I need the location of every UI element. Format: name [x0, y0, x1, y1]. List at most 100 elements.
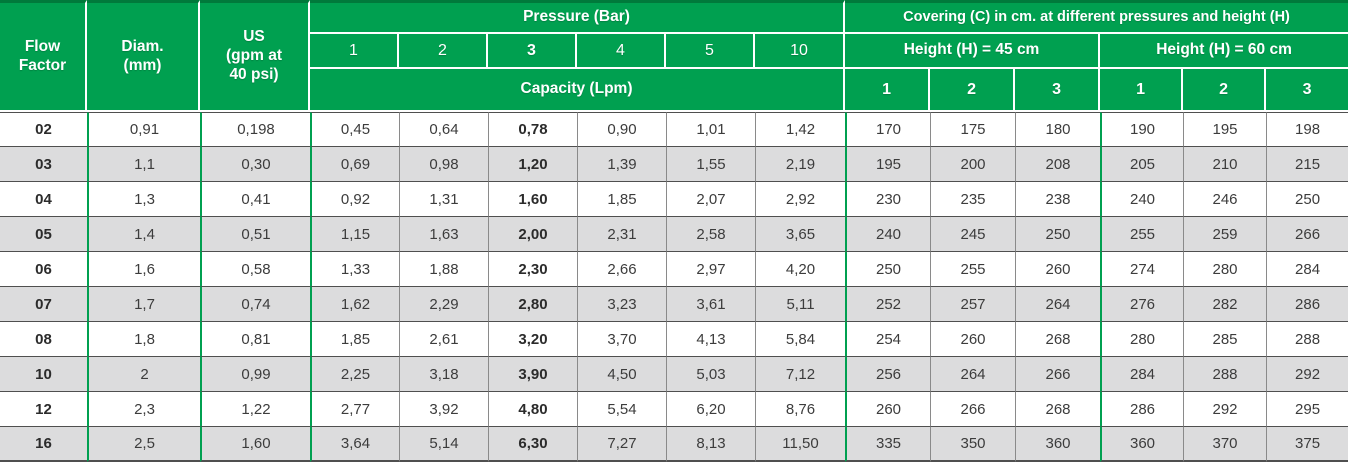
- cell-h45-3bar: 238: [1015, 182, 1101, 217]
- header-covering-title: Covering (C) in cm. at different pressur…: [845, 0, 1348, 34]
- cell-h60-1bar: 360: [1100, 427, 1184, 462]
- cell-h60-2bar: 370: [1183, 427, 1267, 462]
- cell-flow-factor: 10: [0, 357, 87, 392]
- cell-capacity-4bar: 5,54: [577, 392, 666, 427]
- cell-capacity-10bar: 3,65: [755, 217, 846, 252]
- cell-capacity-3bar: 6,30: [488, 427, 577, 462]
- cell-capacity-3bar: 1,20: [488, 147, 577, 182]
- cell-h45-2bar: 235: [930, 182, 1016, 217]
- cell-capacity-4bar: 1,85: [577, 182, 666, 217]
- cell-capacity-5bar: 3,61: [666, 287, 755, 322]
- cell-flow-factor: 02: [0, 112, 87, 147]
- cell-flow-factor: 08: [0, 322, 87, 357]
- cell-us-gpm: 0,51: [200, 217, 310, 252]
- cell-h45-1bar: 254: [845, 322, 931, 357]
- cell-capacity-4bar: 1,39: [577, 147, 666, 182]
- cell-capacity-3bar: 2,00: [488, 217, 577, 252]
- cell-h60-2bar: 195: [1183, 112, 1267, 147]
- cell-h60-3bar: 284: [1266, 252, 1348, 287]
- cell-h60-3bar: 375: [1266, 427, 1348, 462]
- cell-h60-2bar: 259: [1183, 217, 1267, 252]
- cell-h60-2bar: 210: [1183, 147, 1267, 182]
- cell-h45-3bar: 264: [1015, 287, 1101, 322]
- header-height-45: Height (H) = 45 cm: [845, 34, 1101, 69]
- cell-capacity-1bar: 0,69: [310, 147, 399, 182]
- cell-capacity-10bar: 2,92: [755, 182, 846, 217]
- header-capacity-lpm: Capacity (Lpm): [310, 69, 846, 112]
- cell-h45-2bar: 245: [930, 217, 1016, 252]
- cell-capacity-10bar: 2,19: [755, 147, 846, 182]
- cell-h60-3bar: 215: [1266, 147, 1348, 182]
- cell-capacity-4bar: 4,50: [577, 357, 666, 392]
- header-diam: Diam. (mm): [87, 0, 200, 112]
- table-row: 04 1,3 0,41 0,92 1,31 1,60 1,85 2,07 2,92 230 235 2…: [0, 182, 1348, 217]
- cell-capacity-2bar: 3,18: [399, 357, 488, 392]
- header-pressure-bar: Pressure (Bar): [310, 0, 846, 34]
- cell-capacity-3bar: 4,80: [488, 392, 577, 427]
- cell-flow-factor: 04: [0, 182, 87, 217]
- table-row: 16 2,5 1,60 3,64 5,14 6,30 7,27 8,13 11,50 335 350…: [0, 427, 1348, 462]
- cell-h60-3bar: 250: [1266, 182, 1348, 217]
- cell-h60-1bar: 205: [1100, 147, 1184, 182]
- cell-flow-factor: 05: [0, 217, 87, 252]
- cell-h45-3bar: 260: [1015, 252, 1101, 287]
- cell-h60-3bar: 288: [1266, 322, 1348, 357]
- cell-h45-1bar: 256: [845, 357, 931, 392]
- cell-diam-mm: 2,5: [87, 427, 200, 462]
- cell-h45-2bar: 257: [930, 287, 1016, 322]
- cell-h60-1bar: 240: [1100, 182, 1184, 217]
- cell-capacity-2bar: 2,61: [399, 322, 488, 357]
- cell-capacity-10bar: 7,12: [755, 357, 846, 392]
- cell-us-gpm: 1,60: [200, 427, 310, 462]
- cell-h45-2bar: 264: [930, 357, 1016, 392]
- cell-us-gpm: 0,81: [200, 322, 310, 357]
- cell-h60-1bar: 286: [1100, 392, 1184, 427]
- header-h45-col-3: 3: [1015, 69, 1101, 112]
- table-row: 05 1,4 0,51 1,15 1,63 2,00 2,31 2,58 3,65 240 245 2…: [0, 217, 1348, 252]
- cell-capacity-3bar: 2,30: [488, 252, 577, 287]
- cell-capacity-4bar: 3,70: [577, 322, 666, 357]
- cell-capacity-5bar: 2,58: [666, 217, 755, 252]
- cell-capacity-5bar: 5,03: [666, 357, 755, 392]
- cell-h60-2bar: 246: [1183, 182, 1267, 217]
- cell-us-gpm: 0,58: [200, 252, 310, 287]
- cell-flow-factor: 03: [0, 147, 87, 182]
- cell-capacity-1bar: 2,77: [310, 392, 399, 427]
- cell-h45-3bar: 268: [1015, 322, 1101, 357]
- cell-h45-3bar: 250: [1015, 217, 1101, 252]
- cell-h60-1bar: 276: [1100, 287, 1184, 322]
- cell-capacity-1bar: 1,33: [310, 252, 399, 287]
- cell-h45-1bar: 230: [845, 182, 931, 217]
- cell-capacity-5bar: 2,07: [666, 182, 755, 217]
- cell-h45-2bar: 350: [930, 427, 1016, 462]
- cell-capacity-1bar: 2,25: [310, 357, 399, 392]
- cell-capacity-4bar: 0,90: [577, 112, 666, 147]
- cell-diam-mm: 1,1: [87, 147, 200, 182]
- cell-capacity-1bar: 3,64: [310, 427, 399, 462]
- cell-h45-3bar: 268: [1015, 392, 1101, 427]
- cell-diam-mm: 1,7: [87, 287, 200, 322]
- cell-h60-3bar: 286: [1266, 287, 1348, 322]
- cell-capacity-10bar: 11,50: [755, 427, 846, 462]
- cell-flow-factor: 06: [0, 252, 87, 287]
- header-flow-factor: Flow Factor: [0, 0, 87, 112]
- cell-h60-2bar: 280: [1183, 252, 1267, 287]
- cell-h60-2bar: 288: [1183, 357, 1267, 392]
- cell-capacity-2bar: 0,98: [399, 147, 488, 182]
- cell-h45-1bar: 240: [845, 217, 931, 252]
- cell-capacity-4bar: 3,23: [577, 287, 666, 322]
- table-body: 02 0,91 0,198 0,45 0,64 0,78 0,90 1,01 1,42 170 17…: [0, 112, 1348, 462]
- cell-capacity-5bar: 2,97: [666, 252, 755, 287]
- cell-h45-2bar: 255: [930, 252, 1016, 287]
- cell-diam-mm: 0,91: [87, 112, 200, 147]
- header-h60-col-2: 2: [1183, 69, 1267, 112]
- cell-capacity-1bar: 1,85: [310, 322, 399, 357]
- cell-h45-1bar: 195: [845, 147, 931, 182]
- cell-us-gpm: 1,22: [200, 392, 310, 427]
- table-row: 07 1,7 0,74 1,62 2,29 2,80 3,23 3,61 5,11 252 257 2…: [0, 287, 1348, 322]
- cell-capacity-3bar: 3,90: [488, 357, 577, 392]
- cell-h60-1bar: 274: [1100, 252, 1184, 287]
- table-row: 02 0,91 0,198 0,45 0,64 0,78 0,90 1,01 1,42 170 17…: [0, 112, 1348, 147]
- header-pressure-4bar: 4: [577, 34, 666, 69]
- cell-h60-2bar: 282: [1183, 287, 1267, 322]
